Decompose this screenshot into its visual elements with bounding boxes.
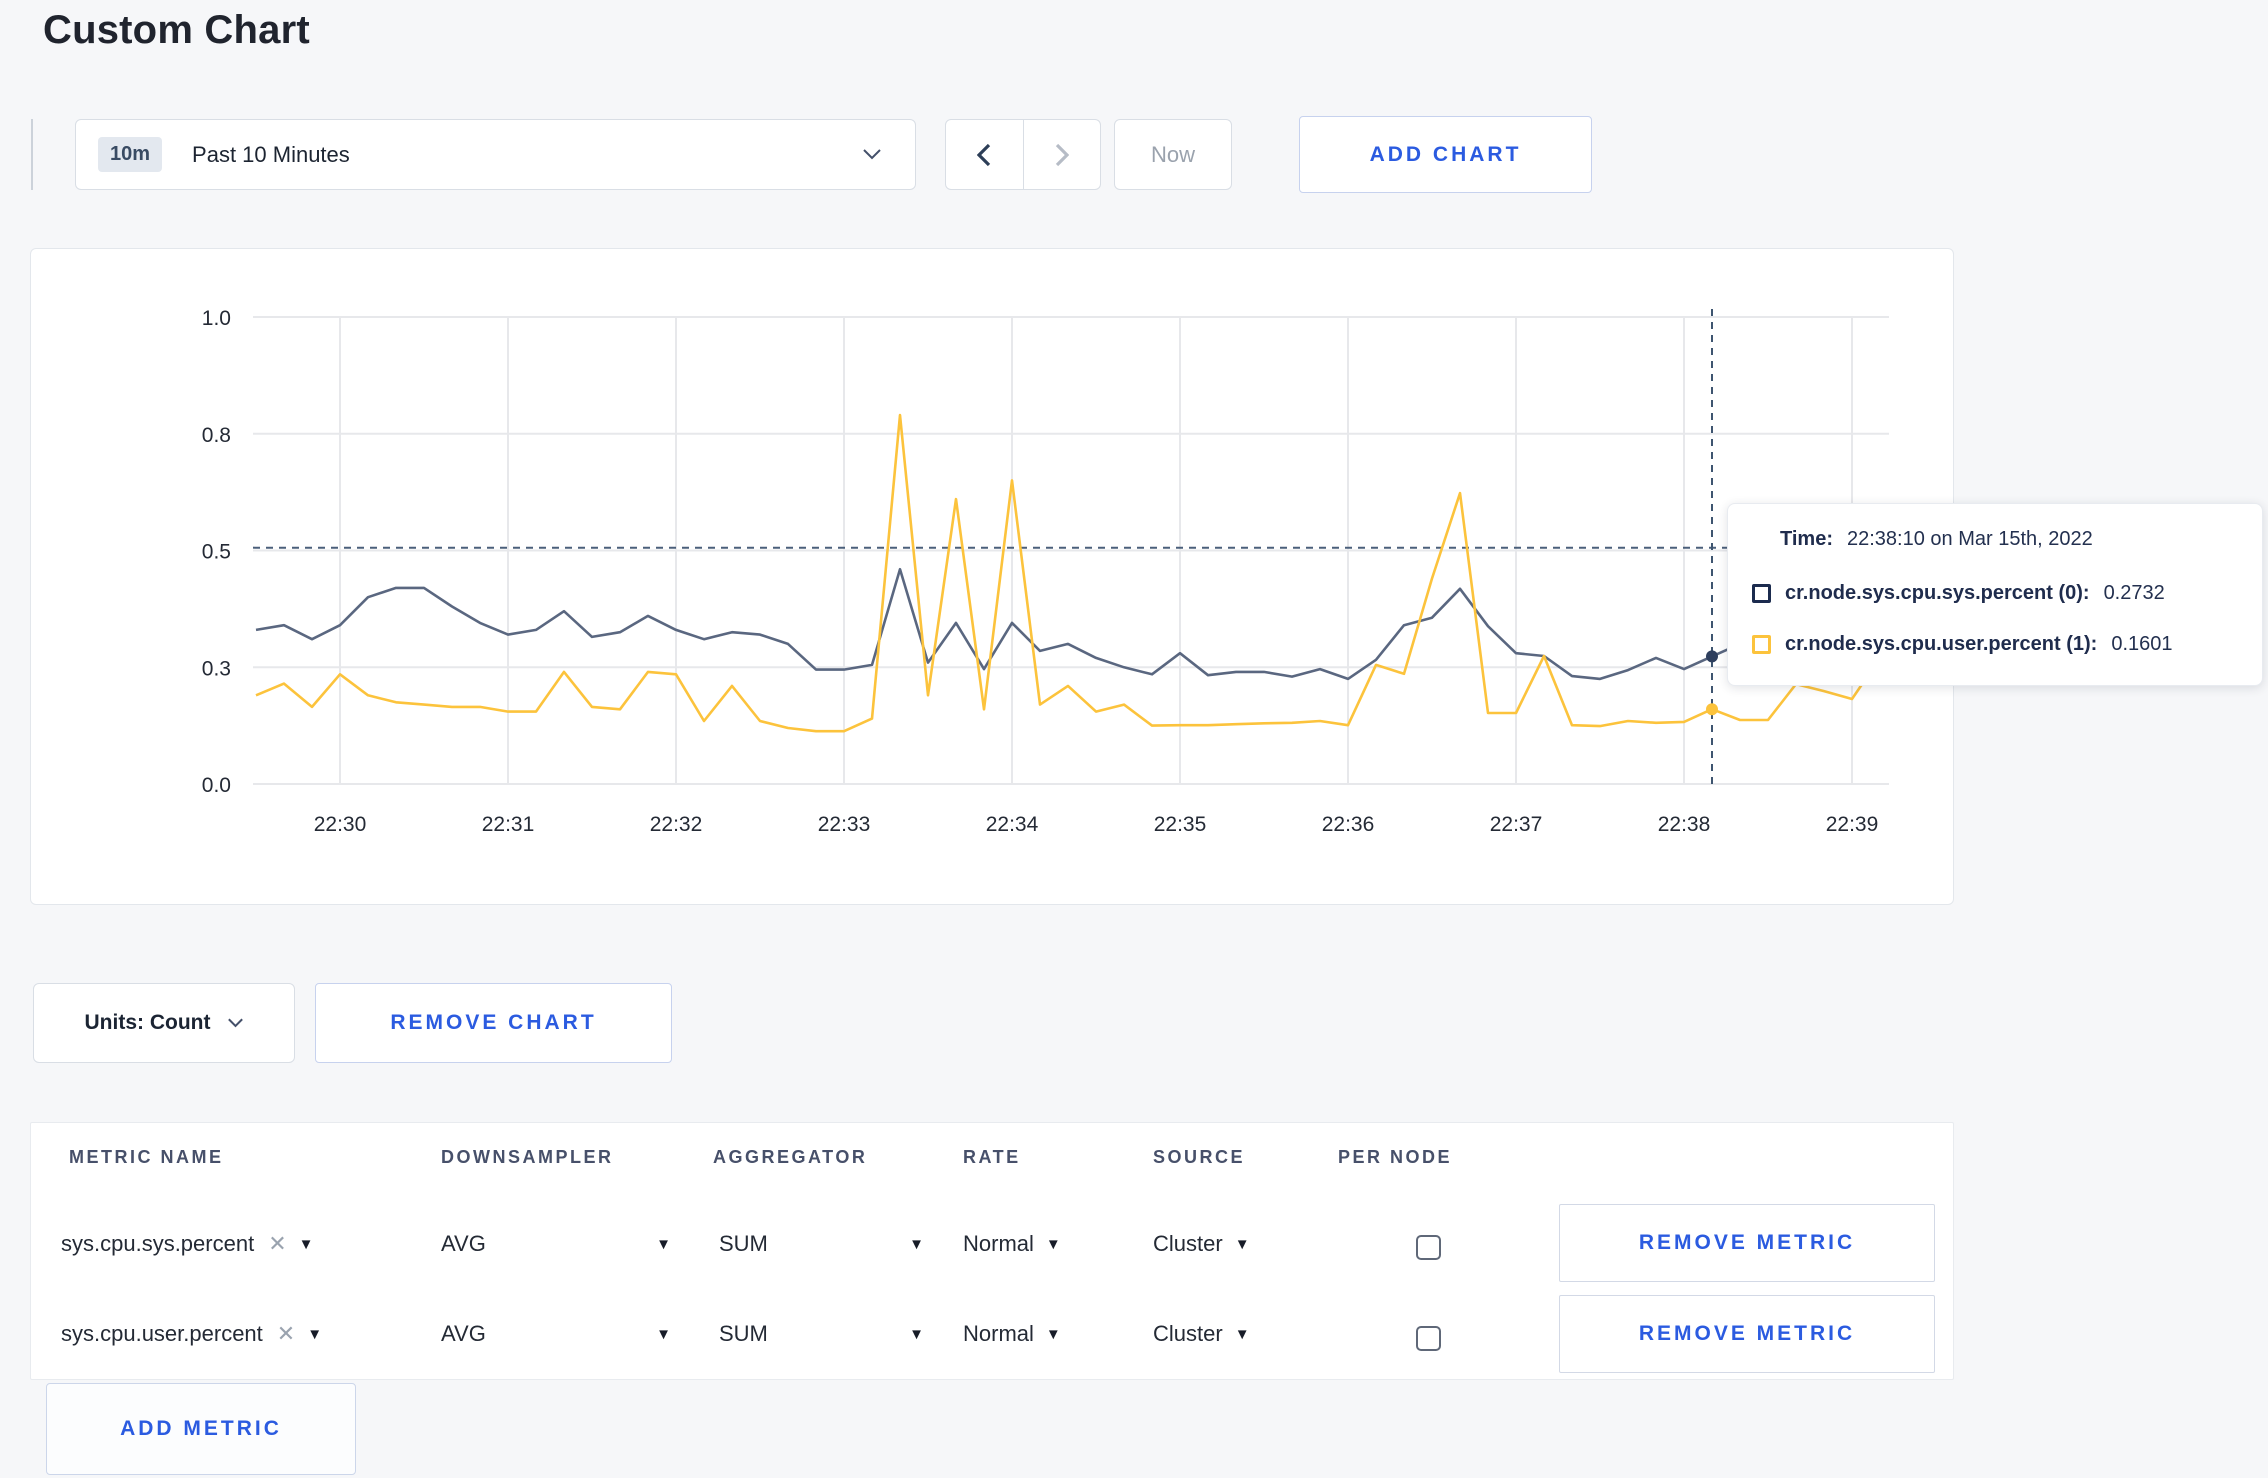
source-select[interactable]: Cluster ▼: [1153, 1321, 1250, 1347]
aggregator-value: SUM: [719, 1321, 768, 1346]
metrics-table: METRIC NAME DOWNSAMPLER AGGREGATOR RATE …: [30, 1122, 1954, 1380]
tooltip-sys-value: 0.2732: [2103, 582, 2165, 604]
svg-text:22:37: 22:37: [1490, 813, 1543, 836]
svg-text:1.0: 1.0: [202, 307, 231, 330]
time-nav-group: [945, 119, 1101, 190]
source-select[interactable]: Cluster ▼: [1153, 1231, 1250, 1257]
nav-divider: [1022, 120, 1024, 189]
units-dropdown[interactable]: Units: Count: [33, 983, 295, 1063]
svg-text:0.8: 0.8: [202, 424, 231, 447]
tooltip-time-value: 22:38:10 on Mar 15th, 2022: [1846, 528, 2093, 550]
now-button[interactable]: Now: [1114, 119, 1232, 190]
time-range-badge: 10m: [98, 137, 163, 172]
add-metric-button[interactable]: ADD METRIC: [46, 1383, 356, 1475]
rate-value: Normal: [963, 1321, 1034, 1346]
caret-down-icon: ▼: [307, 1325, 323, 1343]
sys-series-swatch-icon: [1752, 584, 1771, 603]
svg-text:22:32: 22:32: [650, 813, 703, 836]
chart-card: 0.0 0.3 0.5 0.8 1.0 22:30 22:31 22:32 22:33 22:34…: [30, 248, 1954, 905]
svg-text:22:35: 22:35: [1154, 813, 1207, 836]
chevron-down-icon: [228, 1018, 244, 1028]
col-header-metric-name: METRIC NAME: [69, 1147, 224, 1167]
caret-down-icon: ▼: [656, 1325, 671, 1343]
remove-metric-button[interactable]: REMOVE METRIC: [1559, 1295, 1935, 1373]
metric-name-select[interactable]: sys.cpu.sys.percent ✕ ▼: [61, 1231, 313, 1257]
svg-text:22:36: 22:36: [1322, 813, 1375, 836]
downsampler-value: AVG: [441, 1321, 486, 1346]
per-node-checkbox[interactable]: [1416, 1326, 1441, 1351]
chevron-down-icon: [863, 149, 881, 160]
time-back-button[interactable]: [946, 120, 1023, 189]
caret-down-icon: ▼: [656, 1235, 671, 1253]
svg-text:22:33: 22:33: [818, 813, 871, 836]
caret-down-icon: ▼: [1234, 1325, 1250, 1343]
tooltip-time-label: Time:: [1780, 528, 1833, 550]
svg-text:22:38: 22:38: [1658, 813, 1711, 836]
caret-down-icon: ▼: [1045, 1235, 1061, 1253]
per-node-checkbox[interactable]: [1416, 1235, 1441, 1260]
time-forward-button[interactable]: [1024, 120, 1101, 189]
caret-down-icon: ▼: [298, 1235, 314, 1253]
col-header-rate: RATE: [963, 1147, 1021, 1167]
caret-down-icon: ▼: [909, 1325, 924, 1343]
aggregator-value: SUM: [719, 1231, 768, 1256]
svg-text:22:30: 22:30: [314, 813, 367, 836]
metric-name-select[interactable]: sys.cpu.user.percent ✕ ▼: [61, 1321, 322, 1347]
col-header-per-node: PER NODE: [1338, 1147, 1453, 1167]
svg-text:0.3: 0.3: [202, 657, 231, 680]
metric-name-value: sys.cpu.sys.percent: [61, 1231, 255, 1256]
tooltip-user-value: 0.1601: [2111, 633, 2173, 655]
col-header-aggregator: AGGREGATOR: [713, 1147, 868, 1167]
aggregator-select[interactable]: SUM ▼: [719, 1231, 924, 1257]
caret-down-icon: ▼: [1234, 1235, 1250, 1253]
remove-chart-button[interactable]: REMOVE CHART: [315, 983, 672, 1063]
page-title: Custom Chart: [43, 8, 310, 52]
toolbar-left-divider: [31, 119, 33, 190]
clear-metric-icon[interactable]: ✕: [268, 1231, 287, 1256]
tooltip-sys-label: cr.node.sys.cpu.sys.percent (0):: [1785, 582, 2090, 604]
downsampler-value: AVG: [441, 1231, 486, 1256]
svg-text:22:34: 22:34: [986, 813, 1039, 836]
chart-tooltip: Time: 22:38:10 on Mar 15th, 2022 cr.node…: [1727, 503, 2263, 686]
caret-down-icon: ▼: [1045, 1325, 1061, 1343]
svg-text:22:31: 22:31: [482, 813, 535, 836]
rate-select[interactable]: Normal ▼: [963, 1321, 1061, 1347]
aggregator-select[interactable]: SUM ▼: [719, 1321, 924, 1347]
col-header-source: SOURCE: [1153, 1147, 1246, 1167]
svg-text:0.0: 0.0: [202, 774, 231, 797]
time-range-label: Past 10 Minutes: [192, 141, 350, 167]
units-label: Units: Count: [84, 1011, 211, 1034]
col-header-downsampler: DOWNSAMPLER: [441, 1147, 614, 1167]
rate-value: Normal: [963, 1231, 1034, 1256]
source-value: Cluster: [1153, 1231, 1223, 1256]
downsampler-select[interactable]: AVG ▼: [441, 1231, 671, 1257]
clear-metric-icon[interactable]: ✕: [276, 1321, 296, 1346]
add-chart-button[interactable]: ADD CHART: [1299, 116, 1592, 193]
svg-text:0.5: 0.5: [202, 541, 231, 564]
metric-name-value: sys.cpu.user.percent: [61, 1321, 263, 1346]
tooltip-user-label: cr.node.sys.cpu.user.percent (1):: [1785, 633, 2098, 655]
svg-text:22:39: 22:39: [1826, 813, 1879, 836]
chevron-right-icon: [1055, 143, 1069, 166]
downsampler-select[interactable]: AVG ▼: [441, 1321, 671, 1347]
caret-down-icon: ▼: [909, 1235, 924, 1253]
user-series-swatch-icon: [1752, 635, 1771, 654]
remove-metric-button[interactable]: REMOVE METRIC: [1559, 1204, 1935, 1282]
rate-select[interactable]: Normal ▼: [963, 1231, 1061, 1257]
timeseries-chart[interactable]: 0.0 0.3 0.5 0.8 1.0 22:30 22:31 22:32 22:33 22:34…: [31, 249, 1953, 904]
time-range-dropdown[interactable]: 10m Past 10 Minutes: [75, 119, 916, 190]
source-value: Cluster: [1153, 1321, 1223, 1346]
chevron-left-icon: [977, 143, 991, 166]
